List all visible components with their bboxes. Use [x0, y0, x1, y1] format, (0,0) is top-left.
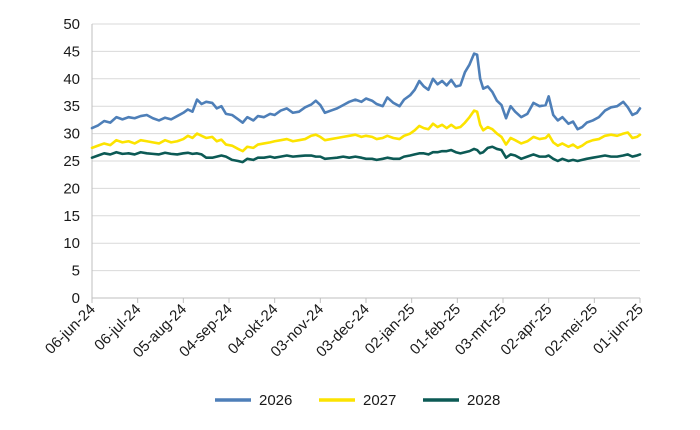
axes [91, 24, 641, 303]
y-tick-label-10: 10 [63, 235, 80, 252]
x-tick-label-0: 06-jun-24 [42, 301, 99, 358]
y-tick-label-20: 20 [63, 180, 80, 197]
y-tick-label-0: 0 [72, 290, 80, 307]
series-line-2028 [90, 145, 642, 164]
y-tick-label-15: 15 [63, 208, 80, 225]
y-tick-label-25: 25 [63, 153, 80, 170]
gridlines [92, 23, 640, 272]
series-line-2027 [90, 109, 642, 153]
y-tick-label-50: 50 [63, 16, 80, 33]
legend-label-2028: 2028 [467, 392, 500, 409]
series-line-2026 [90, 52, 642, 131]
legend-item-2028: 2028 [423, 392, 500, 409]
legend: 2026 2027 2028 [215, 392, 500, 409]
y-tick-label-40: 40 [63, 71, 80, 88]
y-tick-label-30: 30 [63, 126, 80, 143]
y-tick-labels: 0 5 10 15 20 25 30 35 40 45 50 [63, 16, 80, 307]
legend-label-2026: 2026 [259, 392, 292, 409]
x-tick-labels: 06-jun-2406-jul-2405-aug-2404-sep-2404-o… [42, 301, 647, 361]
legend-item-2027: 2027 [319, 392, 396, 409]
y-tick-label-35: 35 [63, 98, 80, 115]
series-lines [90, 52, 642, 164]
legend-item-2026: 2026 [215, 392, 292, 409]
legend-label-2027: 2027 [363, 392, 396, 409]
x-tick-label-12: 01-jun-25 [590, 301, 647, 358]
y-tick-label-5: 5 [72, 263, 80, 280]
y-tick-label-45: 45 [63, 43, 80, 60]
